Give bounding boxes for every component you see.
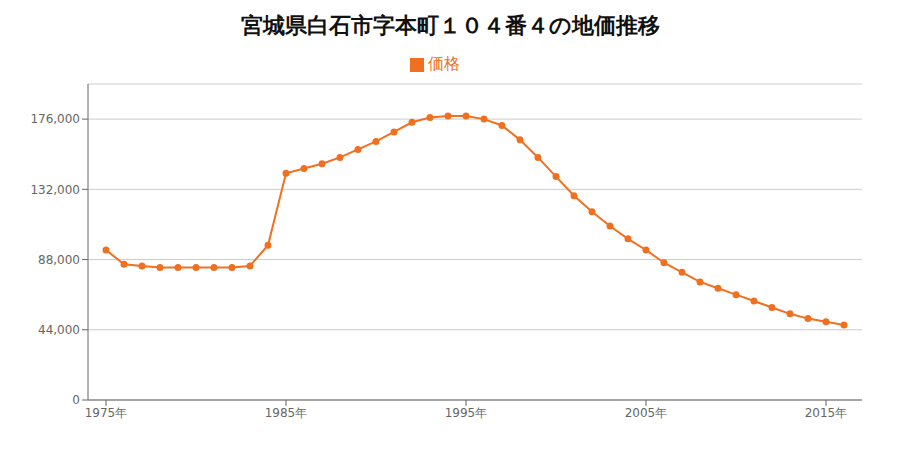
svg-text:1975年: 1975年 [85, 406, 128, 420]
svg-text:0: 0 [72, 393, 80, 407]
svg-text:2005年: 2005年 [625, 406, 668, 420]
svg-text:44,000: 44,000 [38, 323, 80, 337]
svg-text:88,000: 88,000 [38, 253, 80, 267]
html-text:価格: 価格 [428, 54, 460, 73]
svg-text:1995年: 1995年 [445, 406, 488, 420]
html-text:宮城県白石市字本町１０４番４の地価推移: 宮城県白石市字本町１０４番４の地価推移 [240, 13, 660, 38]
svg-text:176,000: 176,000 [30, 112, 80, 126]
svg-text:2015年: 2015年 [805, 406, 848, 420]
svg-text:132,000: 132,000 [30, 183, 80, 197]
svg-text:1985年: 1985年 [265, 406, 308, 420]
